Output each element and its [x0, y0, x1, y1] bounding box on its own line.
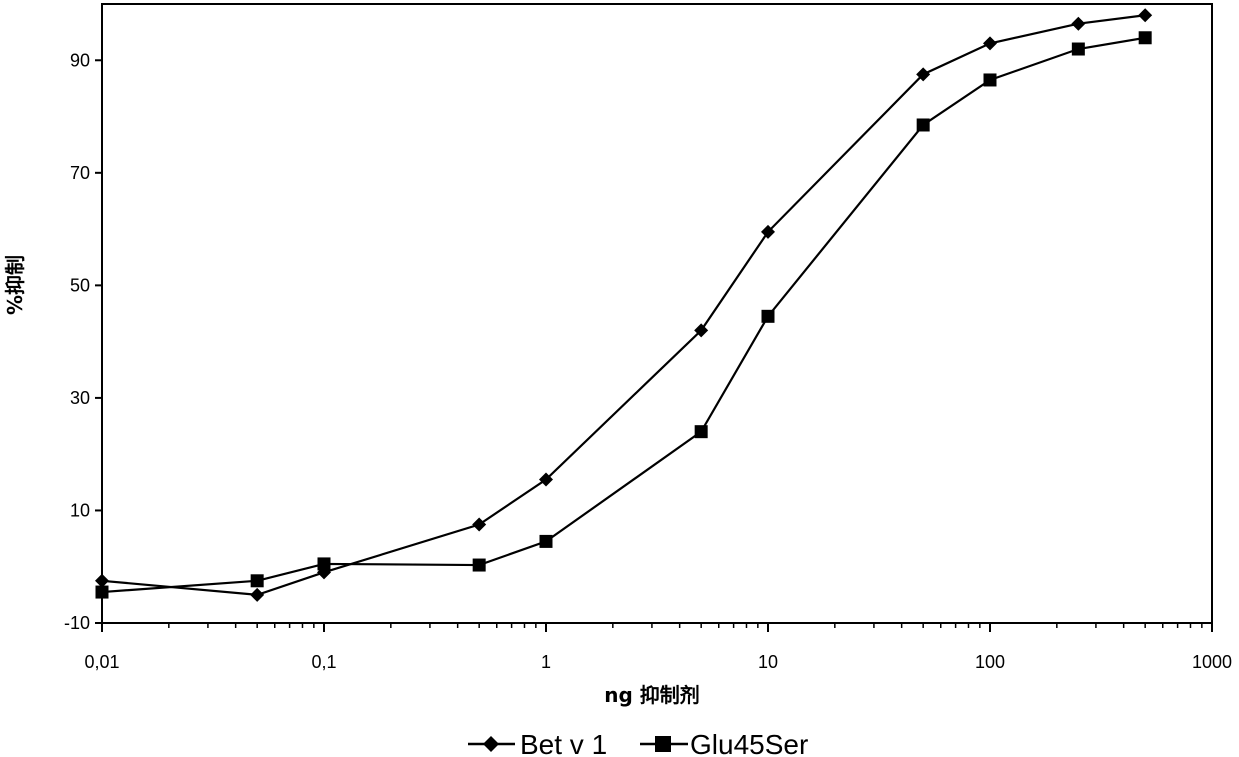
- x-tick-label: 0,01: [84, 652, 119, 672]
- y-tick-label: 10: [70, 500, 90, 520]
- y-tick-label: -10: [64, 613, 90, 633]
- legend: Bet v 1 Glu45Ser: [468, 729, 808, 757]
- legend-marker-0: [483, 736, 499, 752]
- data-point-1: [96, 586, 109, 599]
- data-point-1: [762, 310, 775, 323]
- y-tick-label: 70: [70, 163, 90, 183]
- data-point-1: [695, 425, 708, 438]
- data-point-0: [250, 588, 264, 602]
- y-tick-label: 90: [70, 50, 90, 70]
- data-point-0: [1071, 17, 1085, 31]
- data-point-1: [318, 557, 331, 570]
- x-tick-label: 100: [975, 652, 1005, 672]
- x-tick-label: 0,1: [311, 652, 336, 672]
- data-point-1: [984, 73, 997, 86]
- plot-area: -10 10 30 50 70 90 0,01 0,1 1 10 100 1000: [64, 4, 1232, 672]
- y-axis-title: %抑制: [3, 255, 27, 315]
- data-point-0: [1138, 8, 1152, 22]
- legend-marker-1: [655, 736, 671, 752]
- x-tick-label: 1: [541, 652, 551, 672]
- data-point-0: [472, 518, 486, 532]
- x-tick-label: 1000: [1192, 652, 1232, 672]
- x-tick-label: 10: [758, 652, 778, 672]
- data-point-1: [1139, 31, 1152, 44]
- data-point-1: [540, 535, 553, 548]
- data-point-1: [917, 118, 930, 131]
- series-line-1: [102, 38, 1145, 592]
- legend-label-0: Bet v 1: [520, 729, 607, 757]
- data-point-1: [1072, 43, 1085, 56]
- data-point-1: [473, 559, 486, 572]
- plot-frame: [102, 4, 1212, 623]
- legend-label-1: Glu45Ser: [690, 729, 808, 757]
- data-point-0: [983, 36, 997, 50]
- x-axis-title: ng 抑制剂: [604, 683, 700, 707]
- data-point-1: [251, 574, 264, 587]
- y-tick-label: 30: [70, 388, 90, 408]
- y-tick-label: 50: [70, 275, 90, 295]
- series-line-0: [102, 15, 1145, 595]
